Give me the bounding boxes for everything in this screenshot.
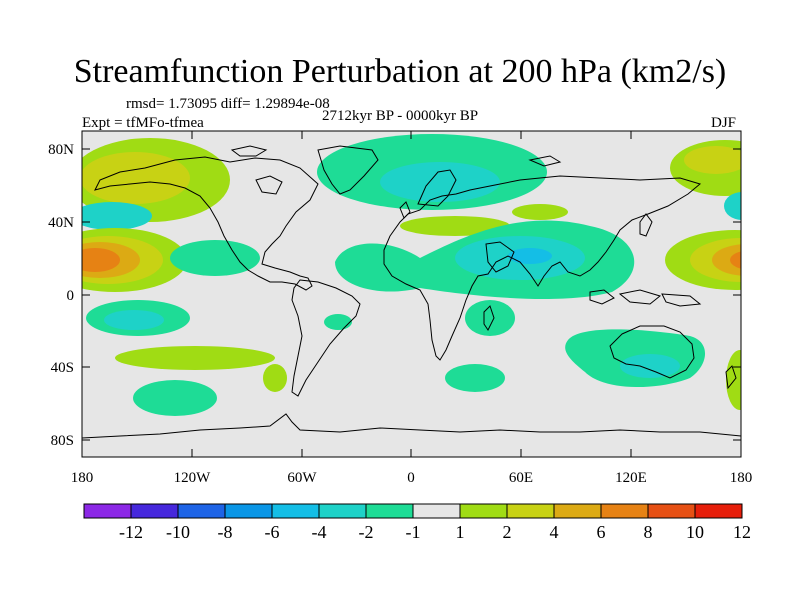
- anomaly-east-pacific-negative: [170, 240, 260, 276]
- y-tick-label: 0: [67, 288, 75, 304]
- anomaly-west-pacific-4: [690, 238, 741, 282]
- colorbar: -12 -10 -8 -6 -4 -2 -1 1 2 4 6 8 10 12: [83, 503, 751, 542]
- chart-title: Streamfunction Perturbation at 200 hPa (…: [73, 53, 727, 90]
- colorbar-label: -2: [359, 522, 374, 542]
- anomaly-west-pacific-8: [730, 251, 741, 269]
- colorbar-label: -10: [166, 522, 190, 542]
- x-tick-marks: [81, 131, 742, 457]
- anomaly-chile-negative: [324, 314, 352, 330]
- anomaly-north-pacific-east-core: [684, 146, 741, 174]
- experiment-label: Expt = tfMFo-tfmea: [82, 115, 204, 131]
- anomaly-central-asia-positive: [512, 204, 568, 220]
- colorbar-swatch: [130, 503, 179, 519]
- british-isles-coast: [399, 201, 411, 219]
- colorbar-label: -8: [218, 522, 233, 542]
- x-tick-label: 120W: [174, 470, 212, 486]
- madagascar-coast: [483, 305, 495, 331]
- x-tick-label: 60E: [509, 470, 533, 486]
- colorbar-swatch: [365, 503, 414, 519]
- colorbar-swatch: [83, 503, 132, 519]
- anomaly-south-pacific-positive: [115, 346, 275, 370]
- colorbar-swatch: [647, 503, 696, 519]
- colorbar-swatch: [271, 503, 320, 519]
- anomaly-arctic-atlantic-core: [380, 162, 500, 202]
- y-tick-label: 80N: [48, 142, 74, 158]
- colorbar-label: -4: [312, 522, 327, 542]
- arabia-coast: [485, 241, 515, 273]
- japan-coast: [639, 213, 653, 237]
- x-tick-label: 120E: [615, 470, 647, 486]
- scandinavia-coast: [417, 169, 457, 207]
- colorbar-label: 1: [456, 522, 465, 542]
- colorbar-swatch: [177, 503, 226, 519]
- x-tick-label: 60W: [287, 470, 317, 486]
- indonesia-coast-2: [618, 289, 662, 305]
- stats-label: rmsd= 1.73095 diff= 1.29894e-08: [126, 96, 330, 112]
- arctic-islands-1: [230, 145, 268, 157]
- eurasia-africa-coast: [383, 175, 702, 361]
- x-tick-label: 180: [730, 470, 753, 486]
- colorbar-swatch: [459, 503, 508, 519]
- new-guinea-coast: [661, 293, 702, 307]
- colorbar-label: 6: [597, 522, 606, 542]
- colorbar-swatch: [600, 503, 649, 519]
- y-tick-label: 80S: [51, 433, 74, 449]
- south-america-coast: [291, 279, 361, 397]
- anomaly-australia-core: [620, 354, 680, 378]
- indonesia-coast-1: [589, 289, 615, 305]
- anomaly-south-pacific-east-edge: [726, 350, 741, 410]
- colorbar-label: 8: [644, 522, 653, 542]
- season-label: DJF: [711, 115, 737, 131]
- anomaly-pacific-east-small: [724, 192, 741, 220]
- colorbar-swatch: [224, 503, 273, 519]
- colorbar-swatch: [553, 503, 602, 519]
- anomaly-west-pacific-6: [712, 244, 741, 276]
- anomaly-north-pacific-west-core: [82, 152, 190, 204]
- colorbar-label: 2: [503, 522, 512, 542]
- y-tick-label: 40S: [51, 360, 74, 376]
- x-tick-label: 0: [407, 470, 415, 486]
- anomaly-central-pacific-8: [82, 248, 120, 272]
- australia-coast: [609, 325, 695, 379]
- anomaly-southern-ocean-pacific: [133, 380, 217, 416]
- colorbar-label: -12: [119, 522, 143, 542]
- colorbar-swatch: [412, 503, 461, 519]
- north-america-coast: [94, 156, 319, 291]
- colorbar-swatch: [318, 503, 367, 519]
- colorbar-label: 10: [686, 522, 704, 542]
- antarctica-coast: [82, 413, 741, 439]
- anomaly-europe-positive: [400, 216, 510, 236]
- new-zealand-coast: [725, 365, 737, 390]
- anomaly-mideast-minimum: [508, 248, 552, 264]
- greenland-coast: [317, 145, 379, 195]
- y-tick-marks: [82, 148, 741, 441]
- colorbar-label: -1: [406, 522, 421, 542]
- contour-fill: [82, 134, 741, 416]
- y-tick-label: 40N: [48, 215, 74, 231]
- colorbar-label: -6: [265, 522, 280, 542]
- colorbar-label: 12: [733, 522, 751, 542]
- x-tick-label: 180: [71, 470, 94, 486]
- colorbar-swatch: [506, 503, 555, 519]
- colorbar-label: 4: [550, 522, 559, 542]
- anomaly-south-pacific-core: [104, 310, 164, 330]
- anomaly-southern-ocean-indian: [445, 364, 505, 392]
- coastlines: [82, 145, 741, 439]
- anomaly-madagascar-negative: [465, 300, 515, 336]
- novaya-zemlya-coast: [528, 155, 562, 167]
- colorbar-swatch: [694, 503, 743, 519]
- hudson-bay-coast: [255, 175, 283, 195]
- anomaly-pacific-small-negative: [82, 202, 152, 230]
- period-label: 2712kyr BP - 0000kyr BP: [322, 108, 479, 124]
- anomaly-patagonia-positive: [263, 364, 287, 392]
